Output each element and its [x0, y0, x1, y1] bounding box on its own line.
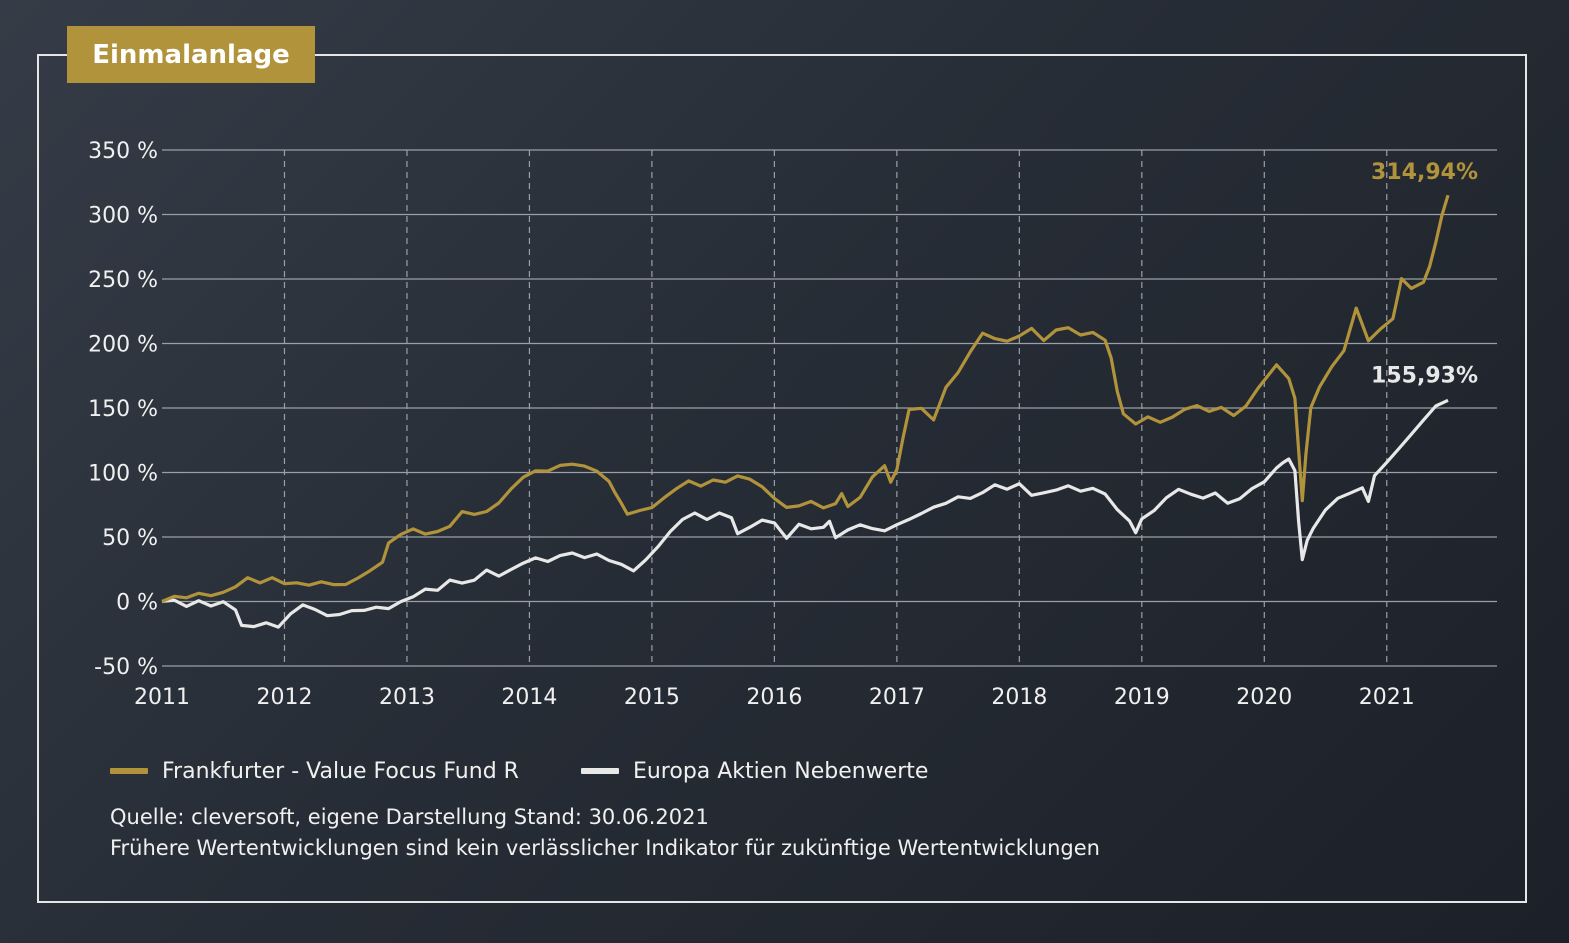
series-end-label: 314,94% — [1371, 160, 1478, 185]
legend-label: Frankfurter - Value Focus Fund R — [162, 758, 519, 784]
y-tick-label: 50 % — [102, 526, 158, 551]
y-tick-label: -50 % — [94, 655, 158, 680]
x-tick-label: 2017 — [869, 685, 925, 710]
chart-notes: Quelle: cleversoft, eigene Darstellung S… — [110, 802, 1100, 864]
series-line-value-focus-fund — [161, 194, 1450, 603]
x-tick-label: 2018 — [991, 685, 1047, 710]
y-tick-label: 150 % — [88, 397, 158, 422]
chart-legend: Frankfurter - Value Focus Fund R Europa … — [110, 754, 990, 788]
y-tick-label: 250 % — [88, 268, 158, 293]
y-tick-label: 200 % — [88, 333, 158, 358]
y-tick-label: 0 % — [116, 591, 158, 616]
y-tick-label: 100 % — [88, 462, 158, 487]
legend-item-europa-aktien[interactable]: Europa Aktien Nebenwerte — [580, 758, 929, 784]
x-tick-label: 2012 — [256, 685, 312, 710]
disclaimer-note: Frühere Wertentwicklungen sind kein verl… — [110, 836, 1100, 860]
x-tick-label: 2011 — [134, 685, 190, 710]
chart-title-badge: Einmalanlage — [67, 26, 315, 83]
y-tick-label: 350 % — [88, 139, 158, 164]
x-tick-label: 2015 — [624, 685, 680, 710]
x-tick-label: 2020 — [1236, 685, 1292, 710]
x-tick-label: 2021 — [1359, 685, 1415, 710]
legend-item-value-focus-fund[interactable]: Frankfurter - Value Focus Fund R — [110, 759, 519, 784]
source-note: Quelle: cleversoft, eigene Darstellung S… — [110, 805, 709, 829]
x-tick-label: 2013 — [379, 685, 435, 710]
legend-swatch-gold — [110, 768, 148, 774]
x-tick-label: 2016 — [746, 685, 802, 710]
chart-frame — [37, 54, 1527, 903]
legend-label: Europa Aktien Nebenwerte — [632, 758, 929, 784]
x-tick-label: 2014 — [501, 685, 557, 710]
legend-swatch-white — [580, 768, 619, 774]
y-tick-label: 300 % — [88, 204, 158, 229]
x-tick-label: 2019 — [1114, 685, 1170, 710]
series-line-europa-aktien — [161, 398, 1449, 629]
series-end-label: 155,93% — [1371, 363, 1478, 388]
